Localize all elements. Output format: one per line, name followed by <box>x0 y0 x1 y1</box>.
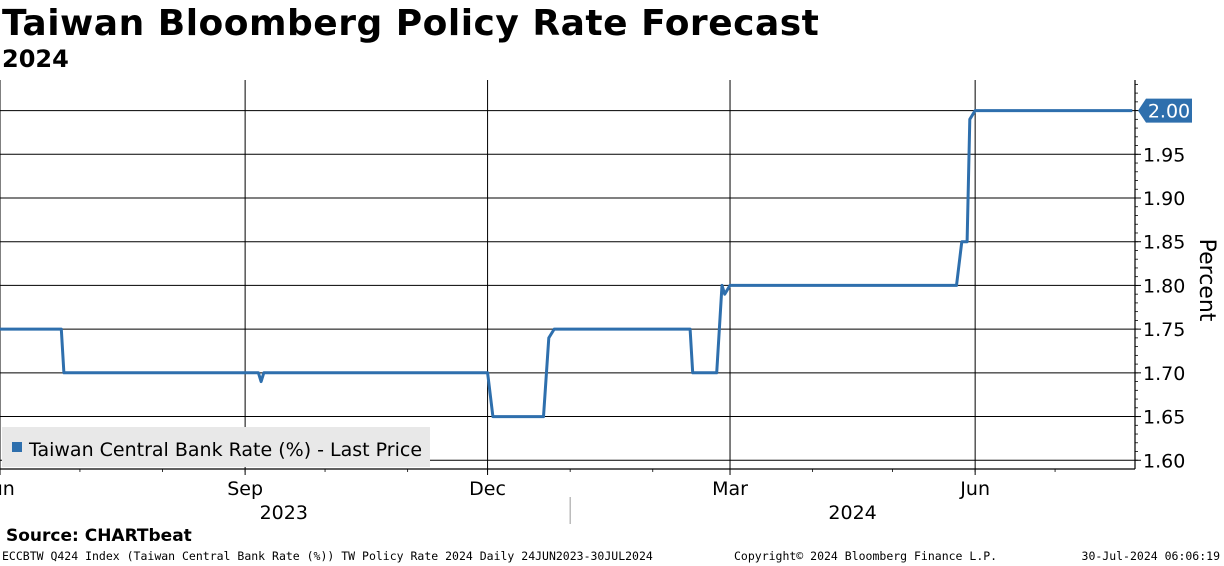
legend-label: Taiwan Central Bank Rate (%) - Last Pric… <box>28 439 422 461</box>
source-note: Source: CHARTbeat <box>6 526 192 546</box>
last-value-badge-shape <box>1138 98 1192 123</box>
y-axis-ticks: 1.60 1.65 1.70 1.75 1.80 1.85 1.90 1.95 <box>1135 83 1185 472</box>
footer-copyright: Copyright© 2024 Bloomberg Finance L.P. <box>734 549 998 563</box>
x-tick-label: Dec <box>469 478 506 500</box>
grid-lines <box>0 80 1136 470</box>
series-line <box>0 109 1133 419</box>
y-axis-label: Percent <box>1194 239 1219 322</box>
last-value-badge: 2.00 <box>1138 98 1192 123</box>
legend: Taiwan Central Bank Rate (%) - Last Pric… <box>2 427 430 467</box>
chart-title: Taiwan Bloomberg Policy Rate Forecast <box>2 3 820 44</box>
chart-subtitle: 2024 <box>2 45 69 73</box>
x-tick-label: Sep <box>227 478 263 500</box>
last-value-label: 2.00 <box>1148 101 1190 123</box>
footer-timestamp: 30-Jul-2024 06:06:19 <box>1081 549 1220 563</box>
y-tick-label: 1.85 <box>1143 232 1185 254</box>
x-year-label: 2024 <box>828 502 876 524</box>
x-year-label: 2023 <box>260 502 308 524</box>
x-tick-label: Mar <box>712 478 748 500</box>
y-tick-label: 1.75 <box>1143 319 1185 341</box>
y-tick-label: 1.90 <box>1143 188 1185 210</box>
y-tick-label: 1.70 <box>1143 363 1185 385</box>
y-tick-label: 1.95 <box>1143 144 1185 166</box>
x-axis-ticks: Jun Sep Dec Mar Jun 2023 2024 <box>0 469 1056 524</box>
series-layer <box>0 109 1133 419</box>
y-tick-label: 1.65 <box>1143 407 1185 429</box>
x-tick-label: Jun <box>959 478 990 500</box>
legend-swatch <box>12 442 22 452</box>
x-tick-label: Jun <box>0 478 15 500</box>
y-tick-label: 1.80 <box>1143 275 1185 297</box>
footer-ticker-info: ECCBTW Q424 Index (Taiwan Central Bank R… <box>2 549 653 563</box>
y-tick-label: 1.60 <box>1143 450 1185 472</box>
